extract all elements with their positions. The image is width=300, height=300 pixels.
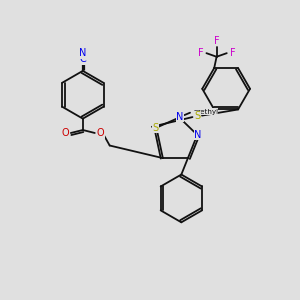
- Text: S: S: [194, 111, 200, 121]
- Text: S: S: [153, 123, 159, 133]
- Text: O: O: [96, 128, 104, 138]
- Text: F: F: [230, 48, 236, 58]
- Text: C: C: [80, 54, 86, 64]
- Text: N: N: [176, 112, 184, 122]
- Text: N: N: [194, 130, 202, 140]
- Text: O: O: [62, 128, 69, 138]
- Text: methyl: methyl: [193, 109, 218, 115]
- Text: F: F: [214, 36, 219, 46]
- Text: N: N: [79, 48, 86, 58]
- Text: F: F: [198, 48, 203, 58]
